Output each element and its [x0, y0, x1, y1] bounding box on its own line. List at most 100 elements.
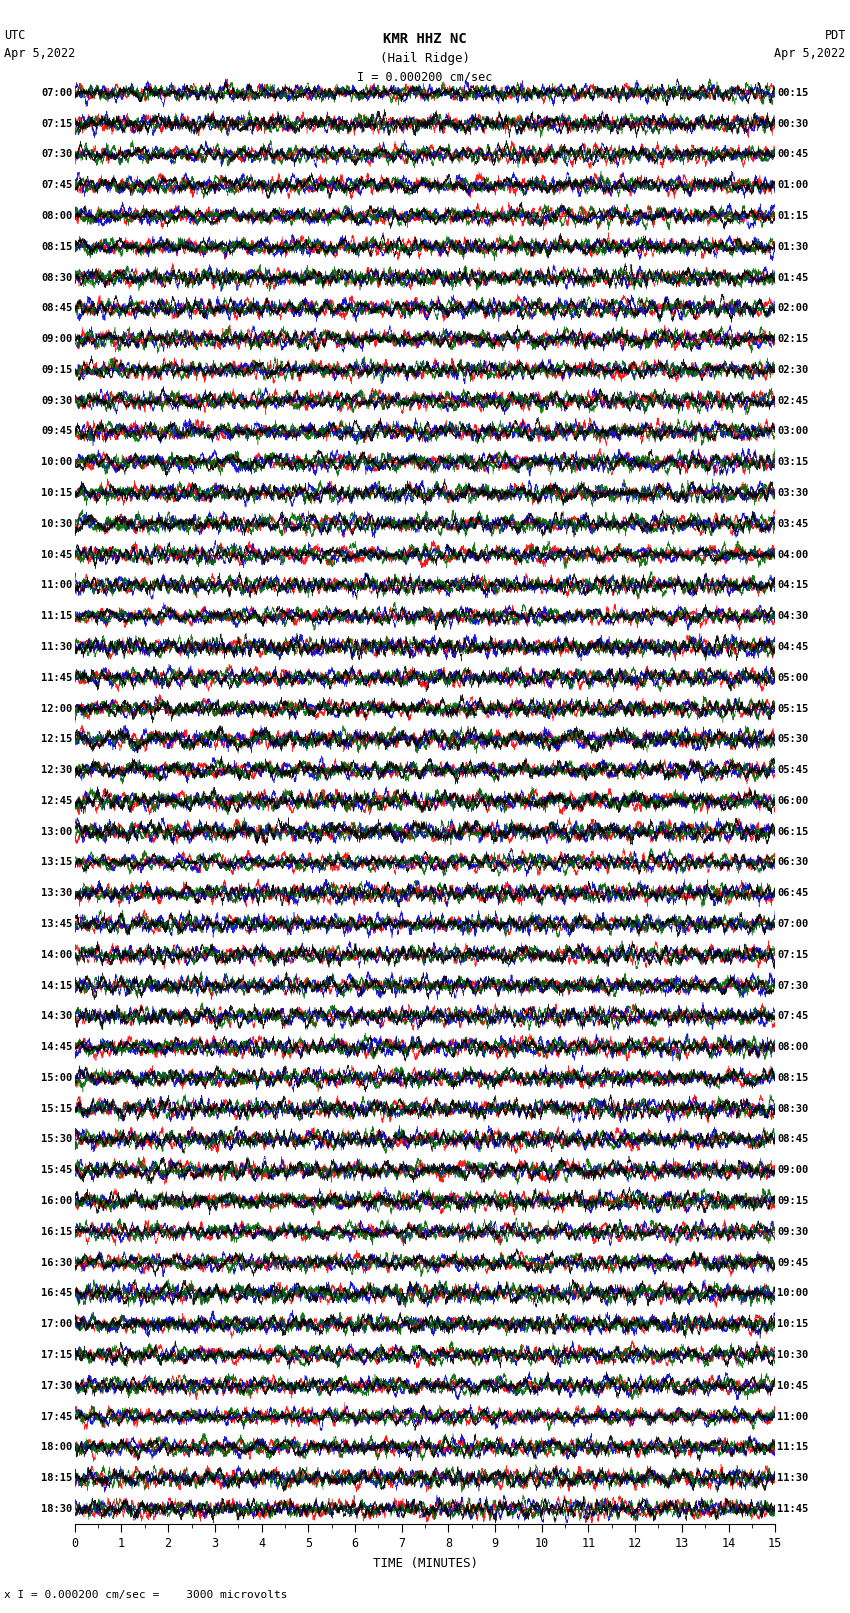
Text: 08:45: 08:45: [778, 1134, 808, 1145]
Text: 01:00: 01:00: [778, 181, 808, 190]
Text: 12:00: 12:00: [42, 703, 72, 713]
Text: UTC: UTC: [4, 29, 26, 42]
Text: 07:15: 07:15: [42, 119, 72, 129]
Text: 02:15: 02:15: [778, 334, 808, 344]
Text: 11:15: 11:15: [42, 611, 72, 621]
Text: 00:30: 00:30: [778, 119, 808, 129]
Text: 00:15: 00:15: [778, 87, 808, 98]
Text: 14:00: 14:00: [42, 950, 72, 960]
Text: 06:15: 06:15: [778, 826, 808, 837]
Text: 18:00: 18:00: [42, 1442, 72, 1452]
Text: 11:30: 11:30: [778, 1473, 808, 1482]
Text: 13:15: 13:15: [42, 858, 72, 868]
Text: 11:45: 11:45: [778, 1503, 808, 1515]
Text: 18:30: 18:30: [42, 1503, 72, 1515]
Text: 10:15: 10:15: [778, 1319, 808, 1329]
Text: 18:15: 18:15: [42, 1473, 72, 1482]
Text: 02:45: 02:45: [778, 395, 808, 405]
Text: 06:30: 06:30: [778, 858, 808, 868]
Text: 08:15: 08:15: [778, 1073, 808, 1082]
Text: 06:00: 06:00: [778, 795, 808, 806]
Text: 15:45: 15:45: [42, 1165, 72, 1176]
Text: 04:15: 04:15: [778, 581, 808, 590]
Text: 03:00: 03:00: [778, 426, 808, 437]
Text: 16:00: 16:00: [42, 1197, 72, 1207]
Text: Apr 5,2022: Apr 5,2022: [4, 47, 76, 60]
Text: 08:30: 08:30: [42, 273, 72, 282]
Text: 16:45: 16:45: [42, 1289, 72, 1298]
Text: 09:15: 09:15: [42, 365, 72, 374]
Text: 16:30: 16:30: [42, 1258, 72, 1268]
Text: 14:15: 14:15: [42, 981, 72, 990]
Text: 07:00: 07:00: [42, 87, 72, 98]
Text: 14:30: 14:30: [42, 1011, 72, 1021]
Text: KMR HHZ NC: KMR HHZ NC: [383, 32, 467, 47]
Text: 05:00: 05:00: [778, 673, 808, 682]
Text: PDT: PDT: [824, 29, 846, 42]
Text: 09:45: 09:45: [42, 426, 72, 437]
Text: 09:30: 09:30: [42, 395, 72, 405]
Text: 10:45: 10:45: [778, 1381, 808, 1390]
Text: 13:45: 13:45: [42, 919, 72, 929]
Text: 00:45: 00:45: [778, 150, 808, 160]
Text: 02:30: 02:30: [778, 365, 808, 374]
Text: x I = 0.000200 cm/sec =    3000 microvolts: x I = 0.000200 cm/sec = 3000 microvolts: [4, 1590, 288, 1600]
Text: 05:30: 05:30: [778, 734, 808, 744]
Text: 17:00: 17:00: [42, 1319, 72, 1329]
Text: 13:00: 13:00: [42, 826, 72, 837]
Text: 05:45: 05:45: [778, 765, 808, 776]
Text: 04:45: 04:45: [778, 642, 808, 652]
Text: 11:00: 11:00: [42, 581, 72, 590]
Text: 02:00: 02:00: [778, 303, 808, 313]
Text: 11:15: 11:15: [778, 1442, 808, 1452]
Text: 14:45: 14:45: [42, 1042, 72, 1052]
Text: 17:45: 17:45: [42, 1411, 72, 1421]
Text: 07:30: 07:30: [42, 150, 72, 160]
Text: 06:45: 06:45: [778, 889, 808, 898]
Text: 08:15: 08:15: [42, 242, 72, 252]
Text: 07:00: 07:00: [778, 919, 808, 929]
Text: 17:30: 17:30: [42, 1381, 72, 1390]
Text: 07:45: 07:45: [42, 181, 72, 190]
Text: 07:45: 07:45: [778, 1011, 808, 1021]
Text: 10:00: 10:00: [778, 1289, 808, 1298]
Text: 10:00: 10:00: [42, 456, 72, 468]
Text: 10:45: 10:45: [42, 550, 72, 560]
Text: 07:15: 07:15: [778, 950, 808, 960]
Text: 05:15: 05:15: [778, 703, 808, 713]
Text: 03:45: 03:45: [778, 519, 808, 529]
Text: 01:30: 01:30: [778, 242, 808, 252]
Text: 10:30: 10:30: [778, 1350, 808, 1360]
Text: 10:15: 10:15: [42, 489, 72, 498]
Text: 09:30: 09:30: [778, 1227, 808, 1237]
Text: 03:15: 03:15: [778, 456, 808, 468]
Text: 12:15: 12:15: [42, 734, 72, 744]
Text: 09:00: 09:00: [42, 334, 72, 344]
Text: 08:30: 08:30: [778, 1103, 808, 1113]
Text: 15:30: 15:30: [42, 1134, 72, 1145]
Text: 12:30: 12:30: [42, 765, 72, 776]
Text: (Hail Ridge): (Hail Ridge): [380, 52, 470, 65]
Text: 01:15: 01:15: [778, 211, 808, 221]
Text: 08:00: 08:00: [778, 1042, 808, 1052]
Text: 12:45: 12:45: [42, 795, 72, 806]
Text: 13:30: 13:30: [42, 889, 72, 898]
Text: I = 0.000200 cm/sec: I = 0.000200 cm/sec: [357, 71, 493, 84]
Text: 09:45: 09:45: [778, 1258, 808, 1268]
Text: 08:45: 08:45: [42, 303, 72, 313]
Text: 10:30: 10:30: [42, 519, 72, 529]
Text: 15:00: 15:00: [42, 1073, 72, 1082]
Text: 11:30: 11:30: [42, 642, 72, 652]
Text: 15:15: 15:15: [42, 1103, 72, 1113]
Text: 11:00: 11:00: [778, 1411, 808, 1421]
Text: 03:30: 03:30: [778, 489, 808, 498]
Text: Apr 5,2022: Apr 5,2022: [774, 47, 846, 60]
Text: 07:30: 07:30: [778, 981, 808, 990]
Text: 09:00: 09:00: [778, 1165, 808, 1176]
Text: 04:00: 04:00: [778, 550, 808, 560]
Text: 01:45: 01:45: [778, 273, 808, 282]
X-axis label: TIME (MINUTES): TIME (MINUTES): [372, 1558, 478, 1571]
Text: 04:30: 04:30: [778, 611, 808, 621]
Text: 09:15: 09:15: [778, 1197, 808, 1207]
Text: 08:00: 08:00: [42, 211, 72, 221]
